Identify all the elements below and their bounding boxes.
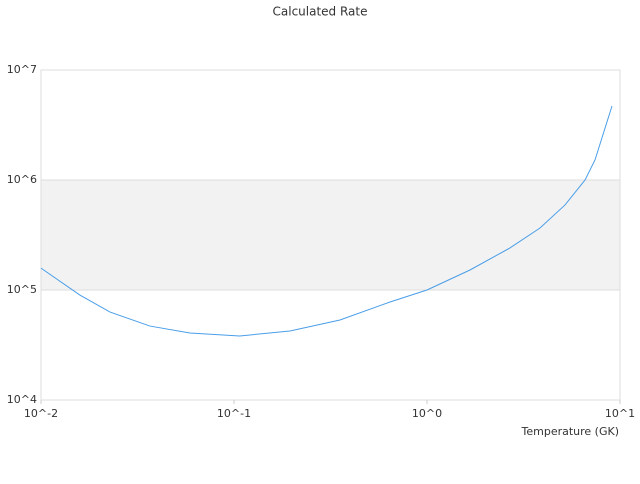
x-tick-label: 10^0 [412, 407, 442, 420]
data-line [40, 105, 613, 337]
x-tick-label: 10^1 [605, 407, 635, 420]
y-tick-label: 10^7 [7, 63, 37, 76]
y-tick-label: 10^5 [7, 283, 37, 296]
y-tick-label: 10^4 [7, 393, 37, 406]
y-tick-label: 10^6 [7, 173, 37, 186]
x-tick-label: 10^-1 [217, 407, 251, 420]
x-axis-label: Temperature (GK) [521, 425, 620, 438]
chart-title: Calculated Rate [273, 5, 368, 19]
x-tick-label: 10^-2 [24, 407, 58, 420]
grid-band [41, 180, 620, 290]
